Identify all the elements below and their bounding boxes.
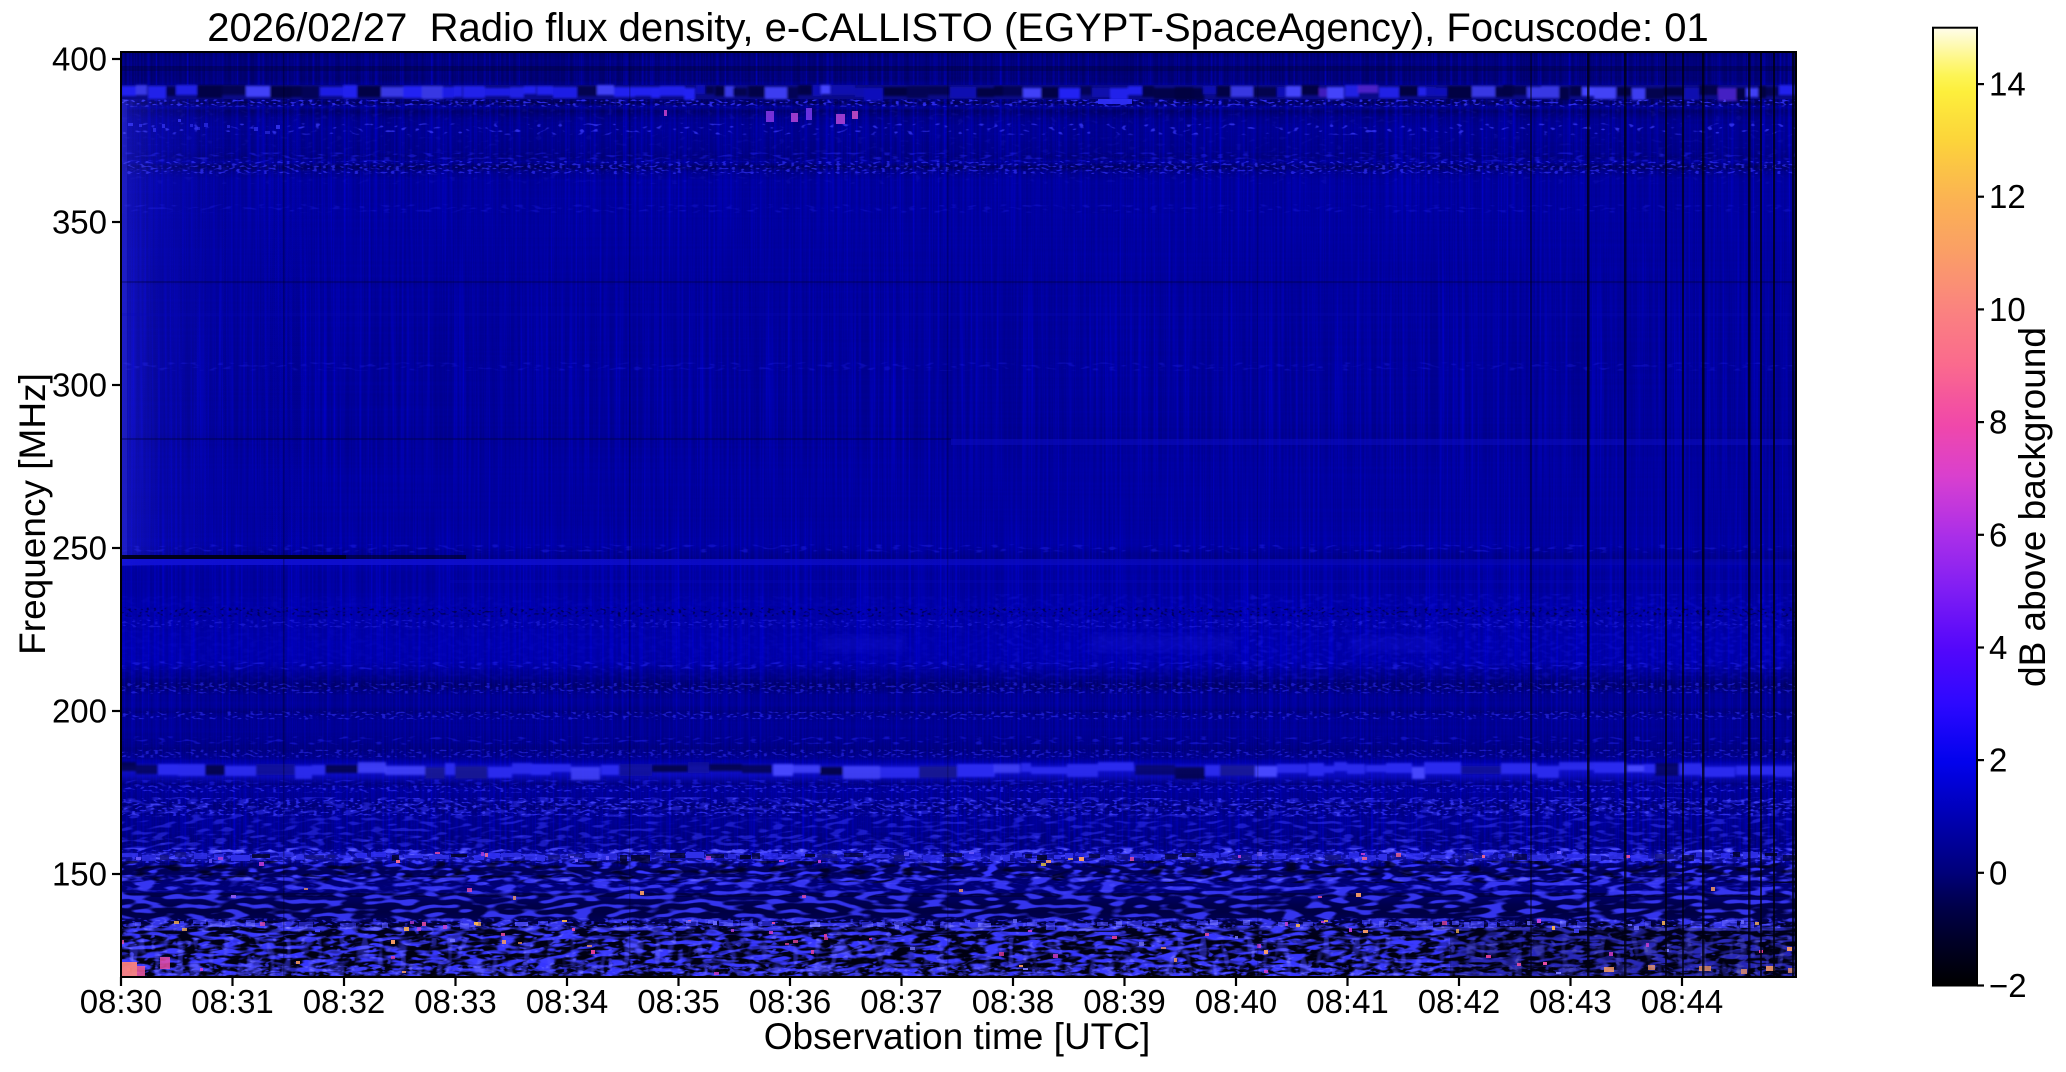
svg-text:4: 4 [1989,629,2007,666]
svg-text:08:33: 08:33 [414,983,497,1020]
svg-text:350: 350 [52,204,107,241]
svg-text:08:36: 08:36 [749,983,832,1020]
svg-text:Observation time [UTC]: Observation time [UTC] [764,1016,1151,1057]
svg-text:08:30: 08:30 [80,983,163,1020]
svg-text:250: 250 [52,530,107,567]
svg-text:08:37: 08:37 [860,983,943,1020]
svg-text:08:39: 08:39 [1083,983,1166,1020]
svg-text:dB above background: dB above background [2012,327,2053,687]
svg-text:08:42: 08:42 [1418,983,1501,1020]
svg-text:2026/02/27 Radio flux density: 2026/02/27 Radio flux density, e-CALLIST… [207,6,1709,50]
svg-text:08:31: 08:31 [191,983,274,1020]
svg-text:Frequency [MHz]: Frequency [MHz] [12,373,53,655]
svg-text:−2: −2 [1989,967,2027,1004]
svg-text:6: 6 [1989,516,2007,553]
svg-text:14: 14 [1989,66,2026,103]
svg-text:08:38: 08:38 [972,983,1055,1020]
svg-text:400: 400 [52,41,107,78]
svg-text:12: 12 [1989,178,2026,215]
svg-text:08:43: 08:43 [1529,983,1612,1020]
svg-text:0: 0 [1989,854,2007,891]
svg-text:08:41: 08:41 [1306,983,1389,1020]
svg-text:2: 2 [1989,742,2007,779]
svg-text:10: 10 [1989,291,2026,328]
svg-text:08:44: 08:44 [1641,983,1724,1020]
svg-text:08:35: 08:35 [637,983,720,1020]
svg-text:300: 300 [52,367,107,404]
svg-text:08:40: 08:40 [1195,983,1278,1020]
svg-text:08:32: 08:32 [303,983,386,1020]
svg-text:150: 150 [52,856,107,893]
svg-text:8: 8 [1989,404,2007,441]
svg-text:200: 200 [52,693,107,730]
svg-text:08:34: 08:34 [526,983,609,1020]
